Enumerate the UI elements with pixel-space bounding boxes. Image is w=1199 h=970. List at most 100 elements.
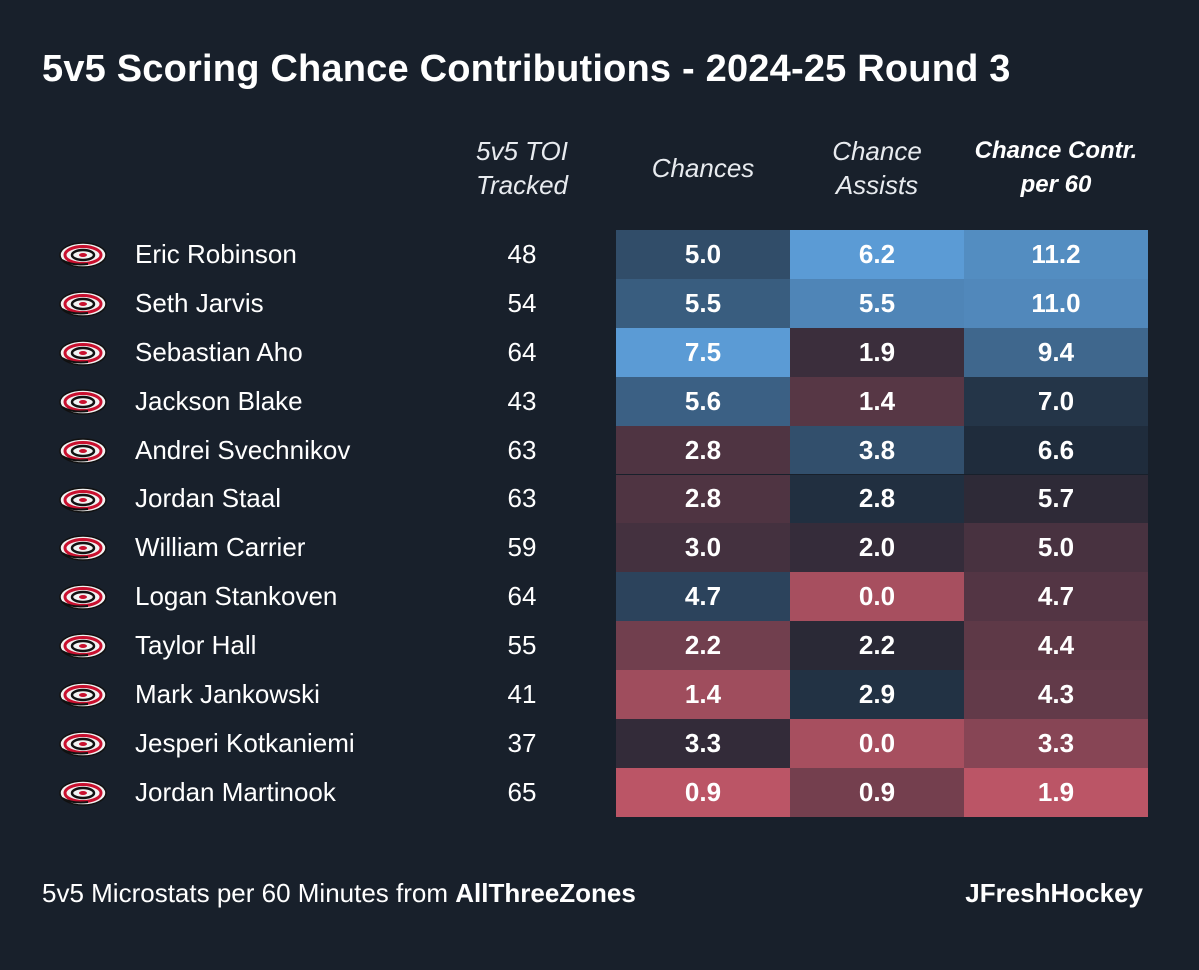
toi-value: 54 <box>507 287 537 318</box>
hurricanes-logo-icon <box>58 631 108 661</box>
toi-value: 48 <box>507 238 537 269</box>
source-prefix: 5v5 Microstats per 60 Minutes from <box>42 878 456 908</box>
contr-cell: 9.4 <box>964 327 1148 377</box>
source-name: AllThreeZones <box>455 878 636 908</box>
table-row: Taylor Hall 55 2.2 2.2 4.4 <box>0 621 1199 671</box>
assists-cell: 0.0 <box>790 572 964 622</box>
assists-cell: 5.5 <box>790 278 964 328</box>
contr-cell: 4.3 <box>964 670 1148 719</box>
chances-cell: 5.6 <box>616 376 790 426</box>
hurricanes-logo-icon <box>58 533 108 563</box>
toi-value: 37 <box>507 727 537 758</box>
assists-cell: 2.0 <box>790 523 964 573</box>
hurricanes-logo-icon <box>58 778 108 808</box>
contr-cell: 4.4 <box>964 621 1148 671</box>
chances-cell: 3.3 <box>616 719 790 768</box>
header-contr: Chance Contr. per 60 <box>964 128 1148 208</box>
player-name: Taylor Hall <box>135 630 257 661</box>
table-row: Jordan Martinook 65 0.9 0.9 1.9 <box>0 767 1199 817</box>
contr-cell: 1.9 <box>964 767 1148 817</box>
chart-title: 5v5 Scoring Chance Contributions - 2024-… <box>42 48 1011 90</box>
table-row: Logan Stankoven 64 4.7 0.0 4.7 <box>0 572 1199 622</box>
contr-cell: 7.0 <box>964 376 1148 426</box>
player-name: Jackson Blake <box>135 385 303 416</box>
contr-cell: 11.2 <box>964 230 1148 279</box>
contr-cell: 5.7 <box>964 474 1148 524</box>
header-contr-line1: Chance Contr. <box>974 137 1138 164</box>
contr-cell: 3.3 <box>964 719 1148 768</box>
chances-cell: 3.0 <box>616 523 790 573</box>
credit: JFreshHockey <box>965 878 1143 908</box>
table-row: Eric Robinson 48 5.0 6.2 11.2 <box>0 230 1199 279</box>
table-row: Sebastian Aho 64 7.5 1.9 9.4 <box>0 327 1199 377</box>
table-row: Jackson Blake 43 5.6 1.4 7.0 <box>0 376 1199 426</box>
hurricanes-logo-icon <box>58 582 108 612</box>
assists-cell: 6.2 <box>790 230 964 279</box>
chances-cell: 5.5 <box>616 278 790 328</box>
hurricanes-logo-icon <box>58 289 108 319</box>
header-toi-line2: Tracked <box>476 170 568 200</box>
header-contr-line2: per 60 <box>1020 171 1092 198</box>
header-toi: 5v5 TOI Tracked <box>470 128 574 208</box>
table-row: Jesperi Kotkaniemi 37 3.3 0.0 3.3 <box>0 719 1199 768</box>
chances-cell: 2.2 <box>616 621 790 671</box>
header-toi-line1: 5v5 TOI <box>475 136 568 166</box>
hurricanes-logo-icon <box>58 729 108 759</box>
player-name: William Carrier <box>135 532 306 563</box>
toi-value: 64 <box>507 581 537 612</box>
assists-cell: 1.4 <box>790 376 964 426</box>
chances-cell: 0.9 <box>616 767 790 817</box>
table-row: Andrei Svechnikov 63 2.8 3.8 6.6 <box>0 425 1199 475</box>
chances-cell: 2.8 <box>616 425 790 475</box>
contr-cell: 11.0 <box>964 278 1148 328</box>
chances-cell: 4.7 <box>616 572 790 622</box>
hurricanes-logo-icon <box>58 485 108 515</box>
contr-cell: 4.7 <box>964 572 1148 622</box>
player-name: Jordan Staal <box>135 483 281 514</box>
header-chances: Chances <box>616 128 790 208</box>
toi-value: 41 <box>507 679 537 710</box>
toi-value: 59 <box>507 532 537 563</box>
toi-value: 63 <box>507 483 537 514</box>
contr-cell: 6.6 <box>964 425 1148 475</box>
contr-cell: 5.0 <box>964 523 1148 573</box>
header-assists: Chance Assists <box>790 128 964 208</box>
chances-cell: 7.5 <box>616 327 790 377</box>
hurricanes-logo-icon <box>58 338 108 368</box>
player-name: Jordan Martinook <box>135 776 336 807</box>
toi-value: 64 <box>507 336 537 367</box>
assists-cell: 2.2 <box>790 621 964 671</box>
table-row: William Carrier 59 3.0 2.0 5.0 <box>0 523 1199 573</box>
header-assists-line1: Chance <box>832 136 922 166</box>
source-note: 5v5 Microstats per 60 Minutes from AllTh… <box>42 878 636 909</box>
toi-value: 43 <box>507 385 537 416</box>
assists-cell: 1.9 <box>790 327 964 377</box>
table-row: Mark Jankowski 41 1.4 2.9 4.3 <box>0 670 1199 719</box>
assists-cell: 0.9 <box>790 767 964 817</box>
header-assists-line2: Assists <box>835 170 919 200</box>
player-name: Sebastian Aho <box>135 336 303 367</box>
player-name: Andrei Svechnikov <box>135 434 351 465</box>
chances-cell: 2.8 <box>616 474 790 524</box>
hurricanes-logo-icon <box>58 436 108 466</box>
player-name: Seth Jarvis <box>135 287 264 318</box>
chances-cell: 5.0 <box>616 230 790 279</box>
hurricanes-logo-icon <box>58 240 108 270</box>
table-row: Seth Jarvis 54 5.5 5.5 11.0 <box>0 278 1199 328</box>
player-name: Mark Jankowski <box>135 679 320 710</box>
toi-value: 55 <box>507 630 537 661</box>
hurricanes-logo-icon <box>58 680 108 710</box>
assists-cell: 2.9 <box>790 670 964 719</box>
toi-value: 63 <box>507 434 537 465</box>
player-name: Eric Robinson <box>135 238 297 269</box>
hurricanes-logo-icon <box>58 387 108 417</box>
toi-value: 65 <box>507 776 537 807</box>
header-chances-line1: Chances <box>651 153 755 183</box>
assists-cell: 0.0 <box>790 719 964 768</box>
player-name: Jesperi Kotkaniemi <box>135 727 355 758</box>
table-row: Jordan Staal 63 2.8 2.8 5.7 <box>0 474 1199 524</box>
assists-cell: 3.8 <box>790 425 964 475</box>
assists-cell: 2.8 <box>790 474 964 524</box>
player-name: Logan Stankoven <box>135 581 338 612</box>
